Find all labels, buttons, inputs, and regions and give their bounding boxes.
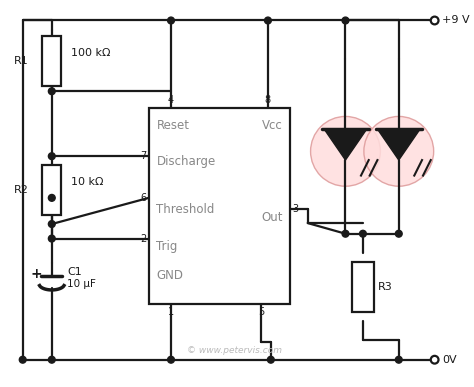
Text: 4: 4: [168, 95, 174, 105]
Circle shape: [267, 356, 274, 363]
Text: +: +: [30, 267, 42, 281]
Text: 0V: 0V: [442, 355, 457, 365]
Circle shape: [168, 17, 174, 24]
Text: Threshold: Threshold: [156, 203, 215, 216]
Polygon shape: [377, 129, 420, 160]
Circle shape: [342, 230, 349, 237]
Bar: [42, 165, 62, 215]
Text: 10 kΩ: 10 kΩ: [71, 177, 104, 187]
Circle shape: [19, 356, 26, 363]
Text: Out: Out: [261, 211, 283, 224]
Text: Trig: Trig: [156, 240, 178, 253]
Circle shape: [342, 17, 349, 24]
Text: 2: 2: [140, 234, 147, 243]
Text: 5: 5: [258, 307, 264, 317]
Bar: [149, 108, 290, 305]
Circle shape: [364, 116, 434, 186]
Bar: [42, 36, 62, 86]
Text: 10 μF: 10 μF: [67, 279, 96, 289]
Circle shape: [168, 356, 174, 363]
Circle shape: [431, 17, 438, 24]
Text: Vcc: Vcc: [262, 119, 283, 132]
Circle shape: [395, 230, 402, 237]
Text: 7: 7: [140, 151, 147, 161]
Circle shape: [48, 235, 55, 242]
Text: 8: 8: [265, 95, 271, 105]
Circle shape: [48, 153, 55, 159]
Text: 6: 6: [141, 193, 147, 203]
Circle shape: [48, 88, 55, 95]
Polygon shape: [324, 129, 367, 160]
Text: Discharge: Discharge: [156, 154, 216, 168]
Text: © www.petervis.com: © www.petervis.com: [186, 346, 282, 354]
Circle shape: [359, 230, 366, 237]
Circle shape: [264, 17, 271, 24]
Text: C1: C1: [67, 267, 82, 277]
Circle shape: [48, 221, 55, 228]
Text: Reset: Reset: [156, 119, 190, 132]
Text: +9 V: +9 V: [442, 15, 470, 26]
Circle shape: [48, 356, 55, 363]
Circle shape: [310, 116, 380, 186]
Text: GND: GND: [156, 269, 183, 282]
Circle shape: [395, 356, 402, 363]
Text: R3: R3: [377, 282, 392, 292]
Text: 3: 3: [292, 204, 298, 214]
Circle shape: [48, 195, 55, 201]
Text: R1: R1: [14, 56, 28, 66]
Circle shape: [431, 356, 438, 364]
Text: 1: 1: [168, 307, 174, 317]
Bar: [352, 262, 374, 312]
Text: 100 kΩ: 100 kΩ: [71, 48, 110, 58]
Text: R2: R2: [14, 185, 28, 195]
